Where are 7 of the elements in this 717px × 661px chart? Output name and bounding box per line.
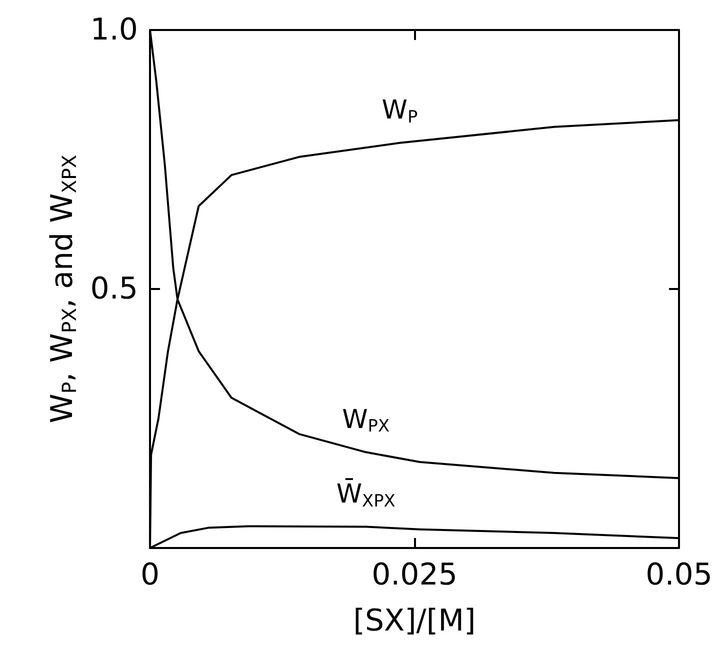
x-tick-label: 0 xyxy=(140,558,160,592)
x-tick-label: 0.025 xyxy=(372,558,458,592)
x-tick-label: 0.05 xyxy=(646,558,712,592)
y-axis-title: WP, WPX, and WXPX xyxy=(45,154,81,424)
x-axis-title: [SX]/[M] xyxy=(353,604,476,638)
y-tick-label: 1.0 xyxy=(90,12,138,48)
y-tick-label: 0.5 xyxy=(90,272,138,306)
